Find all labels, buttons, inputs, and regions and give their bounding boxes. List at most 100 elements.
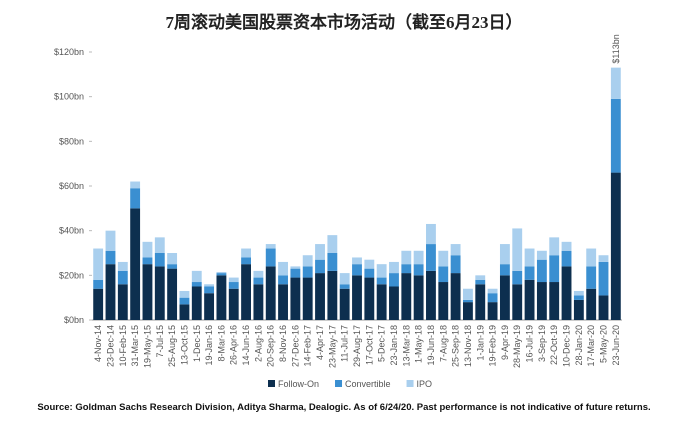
- bar-segment: [117, 261, 128, 271]
- bar-segment: [598, 255, 609, 262]
- x-tick-label: 22-Oct-19: [549, 325, 559, 365]
- x-tick-label: 4-Nov-14: [93, 325, 103, 362]
- bar-segment: [487, 293, 498, 303]
- bar-segment: [573, 295, 584, 300]
- x-tick-label: 5-May-20: [599, 325, 609, 363]
- bar-segment: [191, 286, 202, 320]
- bar-segment: [536, 259, 547, 283]
- y-tick-label: $40bn: [59, 226, 84, 236]
- bar-segment: [610, 67, 621, 99]
- bar-segment: [253, 277, 264, 285]
- x-tick-label: 25-Sep-18: [451, 325, 461, 367]
- x-tick-label: 13-Mar-18: [401, 325, 411, 367]
- bar-segment: [228, 282, 239, 289]
- x-tick-label: 23-Dec-14: [105, 325, 115, 367]
- bar-segment: [142, 257, 153, 265]
- x-tick-label: 13-Nov-18: [463, 325, 473, 367]
- bar-segment: [561, 266, 572, 320]
- bar-segment: [339, 284, 350, 289]
- x-tick-label: 19-May-15: [142, 325, 152, 368]
- bar-segment: [352, 264, 362, 276]
- bar-segment: [204, 284, 215, 287]
- x-tick-label: 16-Jul-19: [525, 325, 535, 363]
- bar-segment: [389, 286, 399, 320]
- bar-segment: [364, 268, 375, 278]
- bar-segment: [364, 277, 375, 320]
- x-tick-label: 31-Mar-15: [130, 325, 140, 367]
- bar-segment: [191, 270, 202, 283]
- bar-segment: [290, 268, 301, 278]
- x-tick-label: 23-Jan-18: [389, 325, 399, 366]
- source: Source: Goldman Sachs Research Division,…: [37, 402, 650, 413]
- bar-segment: [278, 284, 288, 320]
- x-tick-label: 1-Jan-19: [475, 325, 485, 361]
- x-tick-label: 27-Dec-16: [290, 325, 300, 367]
- legend-swatch: [406, 380, 414, 387]
- bar-segment: [376, 277, 387, 285]
- bar-segment: [105, 230, 116, 251]
- bar-segment: [401, 273, 412, 320]
- bar-segment: [610, 98, 621, 173]
- bar-segment: [302, 266, 313, 278]
- bar-segment: [117, 270, 128, 285]
- bar-segment: [179, 304, 190, 320]
- x-tick-label: 9-Apr-19: [500, 325, 510, 360]
- legend-swatch: [335, 380, 343, 387]
- bar-segment: [339, 288, 350, 320]
- bar-segment: [438, 282, 449, 320]
- x-tick-label: 1-May-18: [414, 325, 424, 363]
- x-tick-label: 14-Feb-17: [303, 325, 313, 367]
- bar-segment: [167, 253, 178, 265]
- annotation: $113bn: [611, 34, 621, 63]
- x-tick-label: 17-Mar-20: [586, 325, 596, 367]
- x-tick-label: 4-Apr-17: [315, 325, 325, 360]
- bar-segment: [154, 253, 165, 267]
- bar-segment: [475, 284, 486, 320]
- legend-label: Convertible: [345, 379, 391, 389]
- bar-segment: [549, 282, 560, 320]
- bar-segment: [450, 273, 461, 320]
- bar-segment: [93, 288, 104, 320]
- bar-segment: [130, 208, 141, 320]
- bar-segment: [536, 282, 547, 320]
- x-tick-label: 26-Apr-16: [229, 325, 239, 365]
- bar-segment: [315, 259, 325, 274]
- bar-segment: [216, 273, 227, 276]
- legend-swatch: [268, 380, 275, 387]
- bar-segment: [463, 299, 473, 303]
- bar-segment: [265, 248, 276, 267]
- bar-segment: [463, 302, 473, 320]
- bar-segment: [426, 223, 436, 245]
- x-tick-label: 25-Aug-15: [167, 325, 177, 367]
- bar-segment: [389, 261, 399, 274]
- bar-segment: [265, 266, 276, 320]
- bar-segment: [191, 282, 202, 287]
- bar-segment: [512, 270, 523, 285]
- bar-segment: [426, 244, 436, 271]
- x-tick-label: 19-Jan-16: [204, 325, 214, 366]
- bar-segment: [426, 270, 436, 320]
- bar-segment: [278, 261, 288, 276]
- x-tick-label: 23-Jun-20: [611, 325, 621, 366]
- bar-segment: [179, 297, 190, 305]
- bar-segment: [438, 266, 449, 283]
- bar-segment: [401, 264, 412, 274]
- bar-segment: [327, 270, 338, 320]
- x-tick-label: 28-May-19: [512, 325, 522, 368]
- bar-segment: [130, 181, 141, 189]
- bar-segment: [117, 284, 128, 320]
- bar-segment: [105, 264, 116, 320]
- bar-segment: [315, 244, 325, 260]
- bar-segment: [475, 279, 486, 285]
- bar-segment: [549, 255, 560, 283]
- bar-segment: [154, 266, 165, 320]
- bar-segment: [487, 302, 498, 320]
- bar-segment: [573, 290, 584, 296]
- bar-segment: [450, 255, 461, 274]
- y-tick-label: $20bn: [59, 270, 84, 280]
- bar-segment: [241, 257, 251, 265]
- bar-segment: [512, 228, 523, 271]
- bar-segment: [586, 288, 597, 320]
- bar-segment: [413, 250, 424, 265]
- bar-segment: [389, 273, 399, 287]
